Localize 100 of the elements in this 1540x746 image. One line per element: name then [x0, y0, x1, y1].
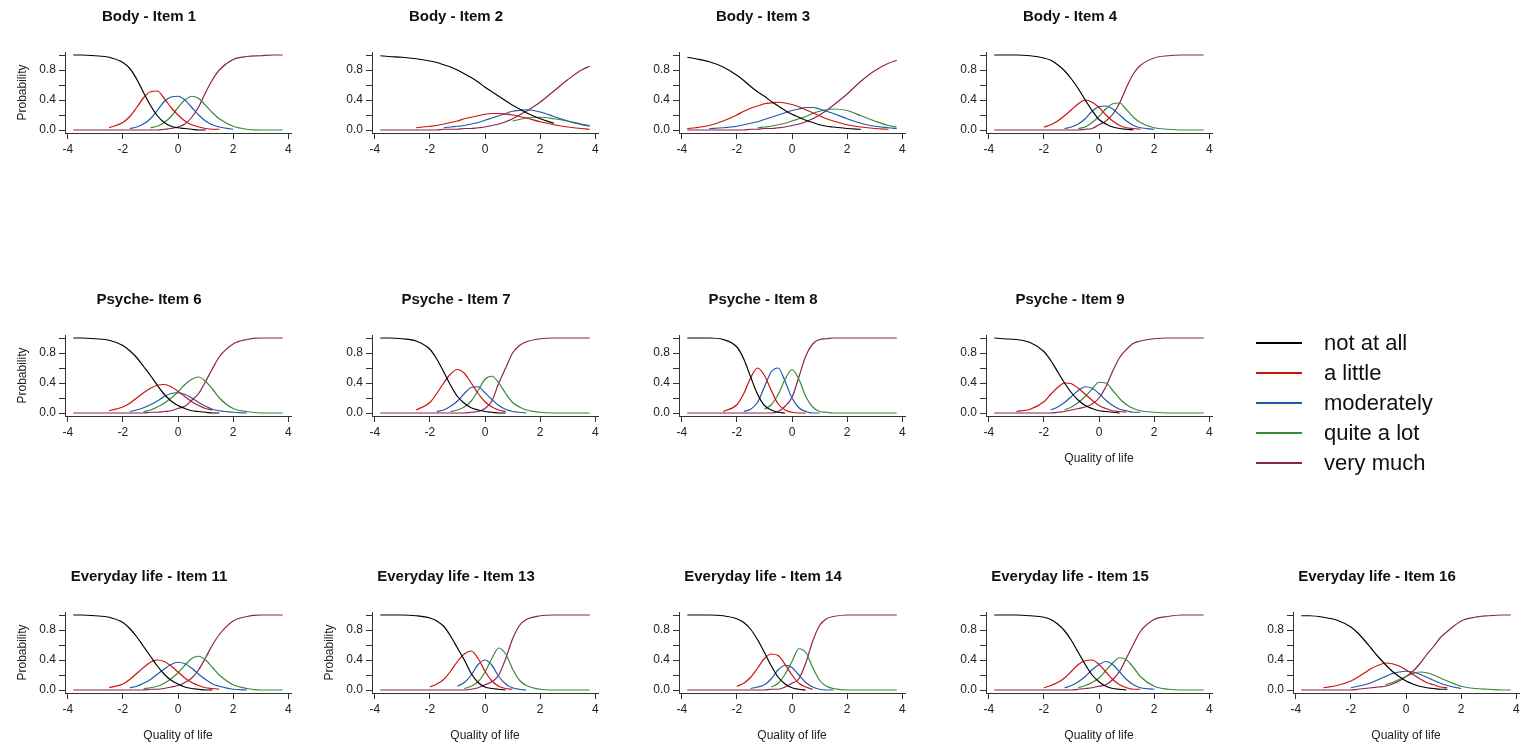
y-tick-label: 0.8: [346, 62, 364, 77]
x-tick-label: 4: [591, 424, 599, 439]
x-tick-label: -2: [424, 424, 436, 439]
y-tick-label: 0.4: [346, 652, 364, 667]
x-tick-label: 4: [898, 141, 906, 156]
chart-title: Psyche- Item 6: [96, 290, 202, 308]
x-tick-label: 0: [481, 701, 489, 716]
x-tick-label: 4: [284, 141, 292, 156]
y-axis-title: Probability: [14, 624, 29, 681]
y-tick-label: 0.4: [653, 92, 671, 107]
x-tick-label: -2: [424, 141, 436, 156]
line-series: [72, 614, 284, 691]
y-tick-label: 0.8: [653, 622, 671, 637]
x-tick-label: -4: [62, 701, 74, 716]
y-tick-label: 0.0: [653, 405, 671, 420]
x-tick-label: 0: [788, 141, 796, 156]
y-tick-label: 0.0: [960, 122, 978, 137]
legend-label: moderately: [1324, 389, 1433, 417]
x-tick-label: -2: [731, 424, 743, 439]
line-series: [750, 664, 834, 691]
line-series: [1350, 670, 1462, 690]
y-tick-label: 0.0: [1267, 682, 1285, 697]
x-tick-label: 0: [174, 141, 182, 156]
y-tick-label: 0.8: [39, 345, 57, 360]
y-tick-label: 0.8: [960, 622, 978, 637]
y-tick-label: 0.0: [39, 682, 57, 697]
x-tick-label: 4: [284, 424, 292, 439]
x-tick-label: -2: [117, 141, 129, 156]
line-series: [72, 337, 284, 414]
line-series: [429, 650, 514, 690]
x-tick-label: 4: [591, 701, 599, 716]
line-series: [1063, 381, 1205, 414]
line-series: [736, 653, 814, 690]
line-series: [463, 647, 591, 691]
y-tick-label: 0.8: [39, 62, 57, 77]
x-tick-label: 2: [1457, 701, 1465, 716]
y-axis-title: Probability: [14, 64, 29, 121]
y-tick-label: 0.8: [960, 345, 978, 360]
y-tick-label: 0.4: [346, 375, 364, 390]
line-series: [686, 337, 898, 414]
line-series: [686, 614, 807, 691]
chart-title: Body - Item 2: [408, 7, 504, 25]
y-tick-label: 0.0: [960, 405, 978, 420]
line-series: [379, 614, 591, 691]
x-axis-title: Quality of life: [1371, 728, 1441, 743]
line-series: [129, 392, 248, 414]
x-tick-label: -4: [62, 424, 74, 439]
line-series: [1043, 659, 1141, 690]
y-tick-label: 0.4: [960, 92, 978, 107]
line-series: [415, 112, 591, 130]
y-tick-label: 0.0: [960, 682, 978, 697]
y-tick-label: 0.0: [346, 682, 364, 697]
y-tick-label: 0.4: [1267, 652, 1285, 667]
x-tick-label: 2: [229, 141, 237, 156]
chart-title: Everyday life - Item 16: [1298, 567, 1456, 585]
line-series: [379, 337, 591, 414]
line-series: [993, 54, 1135, 131]
y-tick-label: 0.4: [960, 375, 978, 390]
y-tick-label: 0.0: [653, 682, 671, 697]
line-series: [379, 614, 507, 691]
x-tick-label: 4: [1205, 701, 1213, 716]
x-tick-label: -4: [983, 701, 995, 716]
line-series: [1050, 386, 1141, 413]
line-series: [449, 375, 591, 414]
y-tick-label: 0.8: [653, 62, 671, 77]
y-tick-label: 0.0: [653, 122, 671, 137]
x-tick-label: 4: [591, 141, 599, 156]
x-tick-label: 2: [843, 141, 851, 156]
line-series: [1077, 102, 1205, 131]
line-series: [108, 659, 220, 690]
line-series: [72, 54, 207, 131]
line-series: [379, 55, 555, 124]
x-tick-label: 4: [898, 701, 906, 716]
y-tick-label: 0.4: [39, 652, 57, 667]
y-tick-label: 0.0: [346, 405, 364, 420]
x-tick-label: -2: [1038, 424, 1050, 439]
chart-title: Body - Item 1: [101, 7, 197, 25]
x-tick-label: 2: [536, 141, 544, 156]
y-tick-label: 0.8: [1267, 622, 1285, 637]
line-series: [686, 56, 862, 130]
line-series: [756, 108, 898, 129]
line-series: [1384, 671, 1512, 691]
chart-title: Body - Item 4: [1022, 7, 1118, 25]
x-tick-label: -4: [676, 424, 688, 439]
y-tick-label: 0.8: [39, 622, 57, 637]
line-series: [379, 337, 507, 414]
line-series: [1300, 614, 1512, 691]
x-tick-label: 0: [1095, 424, 1103, 439]
line-series: [1015, 382, 1128, 413]
x-tick-label: -4: [1290, 701, 1302, 716]
x-tick-label: -4: [983, 141, 995, 156]
x-tick-label: -2: [1345, 701, 1357, 716]
x-tick-label: 0: [788, 701, 796, 716]
x-tick-label: -2: [1038, 141, 1050, 156]
y-tick-label: 0.4: [653, 652, 671, 667]
y-axis-title: Probability: [14, 347, 29, 404]
line-series: [142, 655, 284, 691]
line-series: [708, 106, 898, 130]
chart-title: Psyche - Item 7: [401, 290, 511, 308]
x-tick-label: 2: [1150, 141, 1158, 156]
